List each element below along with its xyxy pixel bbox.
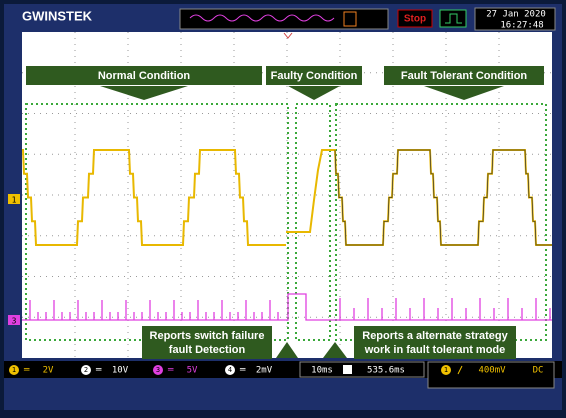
callout-text: fault Detection	[169, 344, 246, 356]
channel-scale: 10V	[112, 366, 129, 376]
channel-number: 3	[156, 366, 160, 374]
trigger-mode	[440, 10, 466, 27]
timebase-position: 535.6ms	[367, 366, 405, 376]
banner-text: Fault Tolerant Condition	[401, 70, 528, 82]
waveform-overview	[180, 9, 388, 29]
channel-number: 4	[228, 366, 232, 374]
channel-number: 1	[12, 366, 16, 374]
time: 16:27:48	[500, 21, 543, 31]
channel-marker-label: 1	[12, 196, 17, 205]
callout-text: Reports switch failure	[150, 330, 265, 342]
channel-coupling: ═	[239, 366, 246, 376]
callout-text: work in fault tolerant mode	[364, 344, 506, 356]
status-text: Stop	[404, 14, 426, 25]
position-icon	[343, 365, 352, 374]
banner-text: Normal Condition	[98, 70, 191, 82]
channel-number: 2	[84, 366, 88, 374]
channel-coupling: ═	[167, 366, 174, 376]
trigger-source: 1	[444, 366, 448, 374]
channel-coupling: ═	[95, 366, 102, 376]
channel-scale: 5V	[187, 366, 198, 376]
timebase-scale: 10ms	[311, 366, 333, 376]
channel-coupling: ═	[23, 366, 30, 376]
date: 27 Jan 2020	[486, 10, 546, 20]
callout-text: Reports a alternate strategy	[362, 330, 508, 342]
channel-marker-label: 3	[12, 317, 17, 326]
brand: GWINSTEK	[22, 8, 93, 23]
trigger-level: 400mV	[478, 366, 506, 376]
oscilloscope-screen: GWINSTEK Stop 27 Jan 2020 16:27:48 Norma…	[0, 0, 566, 418]
trigger-coupling: DC	[533, 366, 544, 376]
banner-text: Faulty Condition	[271, 70, 358, 82]
channel-scale: 2mV	[256, 366, 273, 376]
channel-scale: 2V	[43, 366, 54, 376]
page: GWINSTEK Stop 27 Jan 2020 16:27:48 Norma…	[0, 0, 566, 418]
